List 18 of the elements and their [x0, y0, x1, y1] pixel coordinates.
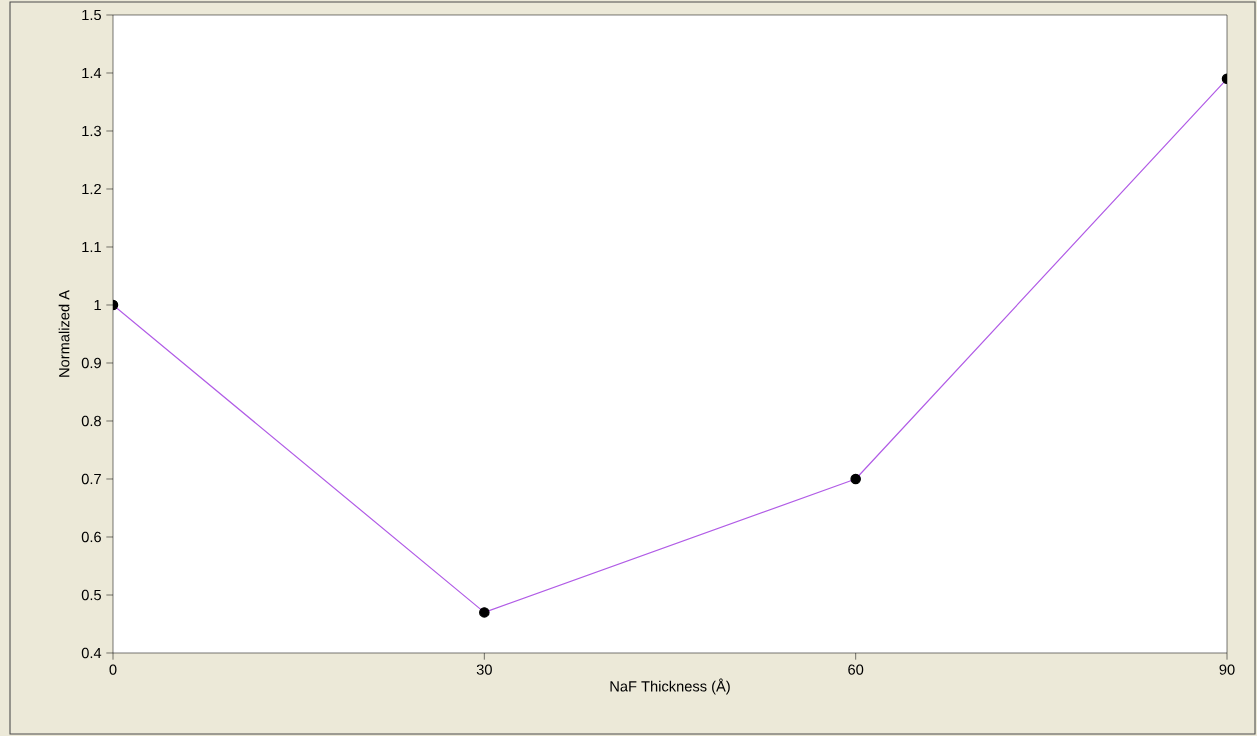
x-axis-title: NaF Thickness (Å)	[610, 678, 730, 695]
y-tick-label: 1.3	[82, 125, 101, 137]
y-tick-label: 1.1	[82, 241, 101, 253]
y-tick-label: 1.2	[82, 183, 101, 195]
y-tick-label: 0.5	[81, 589, 101, 601]
y-tick-label: 1	[94, 299, 101, 311]
x-tick-label: 0	[109, 664, 117, 675]
y-tick-label: 1.5	[82, 9, 101, 21]
y-tick-label: 0.4	[81, 647, 102, 659]
y-tick-label: 1.4	[82, 67, 102, 79]
y-tick-label: 0.9	[81, 357, 101, 369]
y-axis-title: Normalized A	[58, 290, 70, 377]
y-tick-label: 0.6	[81, 531, 101, 543]
x-tick-label: 60	[848, 664, 864, 675]
y-tick-label: 0.7	[81, 473, 101, 485]
x-tick-label: 30	[476, 664, 492, 675]
y-tick-label: 0.8	[81, 415, 101, 427]
x-tick-label: 90	[1219, 664, 1235, 675]
